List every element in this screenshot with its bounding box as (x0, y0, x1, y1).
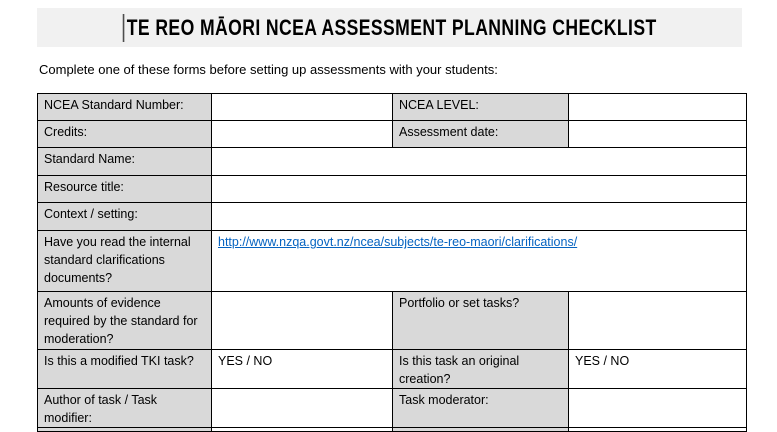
table-row: Credits: Assessment date: (37, 120, 747, 148)
field-portfolio[interactable] (568, 291, 747, 350)
table-row: Context / setting: (37, 202, 747, 231)
table-row: NCEA Standard Number: NCEA LEVEL: (37, 93, 747, 121)
text-cursor (122, 13, 125, 42)
label-task-moderator: Task moderator: (392, 388, 569, 428)
table-row: Amounts of evidence required by the stan… (37, 291, 747, 350)
table-row-clipped (37, 427, 747, 432)
table-row: Resource title: (37, 175, 747, 203)
field-credits[interactable] (211, 120, 393, 148)
table-row: Is this a modified TKI task? YES / NO Is… (37, 349, 747, 389)
field-assessment-date[interactable] (568, 120, 747, 148)
field-evidence[interactable] (211, 291, 393, 350)
label-evidence-question: Amounts of evidence required by the stan… (37, 291, 212, 350)
label-resource-title: Resource title: (37, 175, 212, 203)
clarifications-link-cell: http://www.nzqa.govt.nz/ncea/subjects/te… (211, 230, 747, 292)
table-row: Standard Name: (37, 147, 747, 176)
title-bar: TE REO MĀORI NCEA ASSESSMENT PLANNING CH… (37, 8, 742, 47)
field-standard-name[interactable] (211, 147, 747, 176)
clarifications-link[interactable]: http://www.nzqa.govt.nz/ncea/subjects/te… (218, 235, 578, 249)
assessment-form-table: NCEA Standard Number: NCEA LEVEL: Credit… (37, 93, 747, 432)
label-clarifications-question: Have you read the internal standard clar… (37, 230, 212, 292)
label-portfolio-question: Portfolio or set tasks? (392, 291, 569, 350)
page-title: TE REO MĀORI NCEA ASSESSMENT PLANNING CH… (126, 14, 657, 40)
value-original-creation-yes-no[interactable]: YES / NO (568, 349, 747, 389)
title-wrap: TE REO MĀORI NCEA ASSESSMENT PLANNING CH… (122, 13, 657, 42)
label-original-creation-question: Is this task an original creation? (392, 349, 569, 389)
clipped-cell (568, 427, 747, 432)
field-resource-title[interactable] (211, 175, 747, 203)
label-ncea-level: NCEA LEVEL: (392, 93, 569, 121)
clipped-cell (392, 427, 569, 432)
field-context-setting[interactable] (211, 202, 747, 231)
table-row: Author of task / Task modifier: Task mod… (37, 388, 747, 428)
label-credits: Credits: (37, 120, 212, 148)
intro-text: Complete one of these forms before setti… (39, 62, 498, 77)
field-ncea-standard-number[interactable] (211, 93, 393, 121)
field-ncea-level[interactable] (568, 93, 747, 121)
table-row: Have you read the internal standard clar… (37, 230, 747, 292)
label-modified-tki-question: Is this a modified TKI task? (37, 349, 212, 389)
field-task-moderator[interactable] (568, 388, 747, 428)
label-assessment-date: Assessment date: (392, 120, 569, 148)
label-context-setting: Context / setting: (37, 202, 212, 231)
clipped-cell (37, 427, 212, 432)
field-author[interactable] (211, 388, 393, 428)
label-author: Author of task / Task modifier: (37, 388, 212, 428)
label-ncea-standard-number: NCEA Standard Number: (37, 93, 212, 121)
clipped-cell (211, 427, 393, 432)
label-standard-name: Standard Name: (37, 147, 212, 176)
value-modified-tki-yes-no[interactable]: YES / NO (211, 349, 393, 389)
